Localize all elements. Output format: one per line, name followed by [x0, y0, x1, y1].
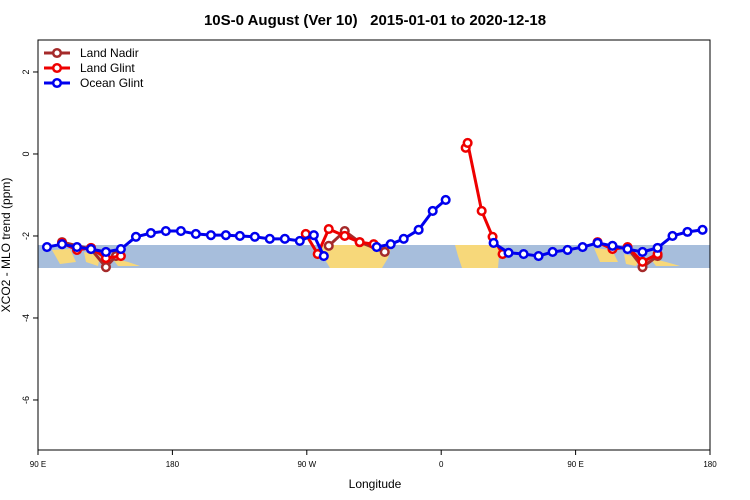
y-tick-label: -4	[21, 314, 31, 322]
point	[339, 230, 350, 242]
point	[323, 223, 334, 235]
point	[264, 233, 275, 244]
legend-label: Land Glint	[80, 61, 135, 75]
x-axis-label: Longitude	[349, 477, 402, 491]
point	[440, 194, 451, 205]
x-tick-label: 90 E	[567, 460, 583, 469]
point	[190, 228, 201, 239]
point	[130, 231, 142, 242]
x-tick-label: 90 W	[297, 460, 316, 469]
point	[577, 242, 588, 253]
point	[234, 230, 245, 242]
point	[308, 230, 319, 241]
point	[371, 242, 382, 253]
point	[385, 239, 396, 250]
point	[667, 230, 678, 242]
point	[100, 246, 111, 258]
point	[697, 224, 708, 235]
point	[533, 251, 544, 262]
y-tick-label: -6	[21, 396, 31, 404]
point	[682, 226, 693, 237]
x-tick-label: 180	[166, 460, 180, 469]
y-tick-label: -2	[21, 232, 31, 240]
point	[652, 242, 663, 253]
point	[398, 233, 409, 244]
y-tick-label: 2	[21, 69, 31, 74]
point	[476, 205, 487, 217]
point	[100, 262, 111, 273]
y-tick-label: 0	[21, 151, 31, 156]
point	[518, 248, 529, 260]
x-tick-label: 180	[703, 460, 717, 469]
point	[220, 230, 231, 241]
point	[160, 226, 171, 237]
point	[175, 226, 186, 237]
point	[427, 205, 438, 217]
point	[145, 228, 156, 239]
point	[205, 230, 216, 241]
point	[503, 247, 514, 258]
point	[294, 235, 305, 246]
legend-marker	[51, 77, 63, 89]
y-axis-label: XCO2 - MLO trend (ppm)	[0, 178, 13, 313]
point	[637, 256, 648, 267]
point	[323, 240, 334, 251]
x-tick-label: 0	[439, 460, 444, 469]
point	[318, 251, 329, 262]
point	[462, 137, 473, 148]
point	[637, 246, 648, 258]
point	[41, 242, 53, 253]
map-strip	[38, 245, 710, 268]
point	[379, 246, 390, 258]
legend-label: Land Nadir	[80, 46, 139, 60]
point	[85, 244, 97, 255]
point	[413, 224, 424, 235]
point	[592, 237, 603, 248]
point	[56, 239, 68, 250]
point	[562, 244, 573, 255]
point	[115, 244, 126, 255]
point	[547, 246, 558, 258]
chart-title: 10S-0 August (Ver 10) 2015-01-01 to 2020…	[204, 12, 546, 29]
point	[354, 237, 365, 248]
point	[71, 242, 83, 253]
legend-marker	[51, 47, 63, 59]
point	[249, 231, 260, 242]
point	[488, 237, 499, 248]
legend-label: Ocean Glint	[80, 76, 144, 90]
point	[279, 233, 290, 244]
point	[622, 244, 633, 255]
legend-marker	[51, 62, 63, 74]
x-tick-label: 90 E	[30, 460, 46, 469]
plot-frame	[37, 39, 711, 451]
point	[607, 240, 618, 251]
